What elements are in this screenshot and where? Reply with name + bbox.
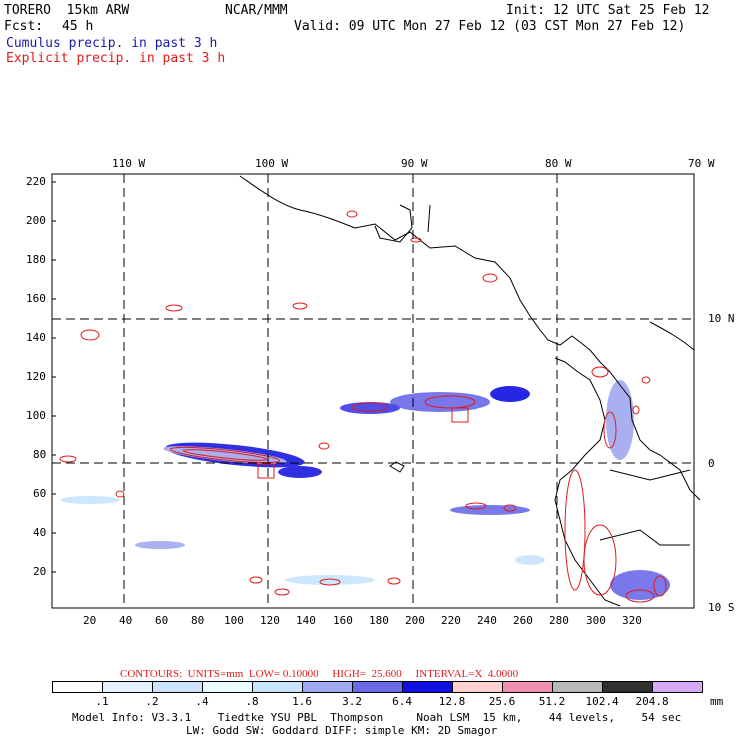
y-tick: 20 [33, 565, 47, 578]
y-tick: 120 [26, 370, 46, 383]
x-tick: 100 [224, 614, 244, 627]
legend-value: .8 [245, 695, 259, 708]
x-tick: 220 [441, 614, 461, 627]
model-info-line1: Model Info: V3.3.1 Tiedtke YSU PBL Thomp… [72, 711, 682, 724]
cumulus-shading [60, 380, 670, 600]
legend-unit: mm [710, 695, 724, 708]
forecast-label: Fcst: [4, 19, 44, 34]
y-tick: 80 [33, 448, 47, 461]
x-tick: 60 [155, 614, 169, 627]
lat-label-0: 0 [708, 457, 715, 470]
x-tick: 280 [549, 614, 569, 627]
x-tick: 40 [119, 614, 133, 627]
legend-value: .2 [145, 695, 159, 708]
forecast-hour: 45 h [62, 19, 94, 34]
lat-label-10s: 10 S [708, 601, 735, 614]
legend-value: 51.2 [538, 695, 566, 708]
legend-value: 25.6 [488, 695, 516, 708]
y-tick: 160 [26, 292, 46, 305]
legend-color-swatch [102, 681, 153, 693]
y-tick: 220 [26, 175, 46, 188]
y-tick: 100 [26, 409, 46, 422]
map-frame [51, 173, 695, 609]
legend-value: .1 [95, 695, 109, 708]
legend-value: .4 [195, 695, 209, 708]
legend-color-swatch [52, 681, 103, 693]
lon-label-90w: 90 W [401, 157, 428, 170]
model-title: TORERO 15km ARW [4, 3, 130, 18]
legend-color-swatch [402, 681, 453, 693]
lon-label-80w: 80 W [545, 157, 572, 170]
x-tick: 320 [622, 614, 642, 627]
lat-label-10n: 10 N [708, 312, 735, 325]
x-tick: 200 [405, 614, 425, 627]
legend-color-swatch [152, 681, 203, 693]
explicit-contours [59, 210, 667, 603]
lon-label-110w: 110 W [112, 157, 146, 170]
init-time: Init: 12 UTC Sat 25 Feb 12 [506, 3, 710, 18]
coastlines [239, 175, 701, 607]
x-tick: 120 [260, 614, 280, 627]
x-tick: 80 [191, 614, 205, 627]
y-tick: 180 [26, 253, 46, 266]
y-tick: 140 [26, 331, 46, 344]
legend-value: 1.6 [292, 695, 312, 708]
x-tick: 20 [83, 614, 97, 627]
cumulus-precip-label: Cumulus precip. in past 3 h [6, 36, 218, 51]
legend-color-swatch [352, 681, 403, 693]
legend-color-swatch [502, 681, 553, 693]
legend-color-swatch [252, 681, 303, 693]
legend-color-swatch [302, 681, 353, 693]
x-tick: 260 [513, 614, 533, 627]
x-tick: 180 [369, 614, 389, 627]
y-tick: 40 [33, 526, 47, 539]
legend-color-swatch [452, 681, 503, 693]
x-tick: 300 [586, 614, 606, 627]
legend-value: 3.2 [342, 695, 362, 708]
legend-value: 6.4 [392, 695, 412, 708]
legend-color-swatch [202, 681, 253, 693]
x-tick: 160 [333, 614, 353, 627]
x-tick: 140 [296, 614, 316, 627]
contours-info: CONTOURS: UNITS=mm LOW= 0.10000 HIGH= 25… [120, 668, 519, 680]
x-tick: 240 [477, 614, 497, 627]
y-tick: 200 [26, 214, 46, 227]
legend-value: 12.8 [438, 695, 466, 708]
axis-ticks [52, 181, 56, 573]
legend-value: 204.8 [635, 695, 669, 708]
center-label: NCAR/MMM [225, 3, 288, 18]
lon-label-100w: 100 W [255, 157, 289, 170]
lon-label-70w: 70 W [688, 157, 715, 170]
legend-color-swatch [552, 681, 603, 693]
y-tick: 60 [33, 487, 47, 500]
lat-lon-grid [52, 174, 694, 608]
explicit-precip-label: Explicit precip. in past 3 h [6, 51, 226, 66]
legend-color-swatch [602, 681, 653, 693]
legend-color-swatch [652, 681, 703, 693]
model-info-line2: LW: Godd SW: Goddard DIFF: simple KM: 2D… [186, 724, 498, 737]
valid-time: Valid: 09 UTC Mon 27 Feb 12 (03 CST Mon … [294, 19, 686, 34]
legend-value: 102.4 [585, 695, 619, 708]
